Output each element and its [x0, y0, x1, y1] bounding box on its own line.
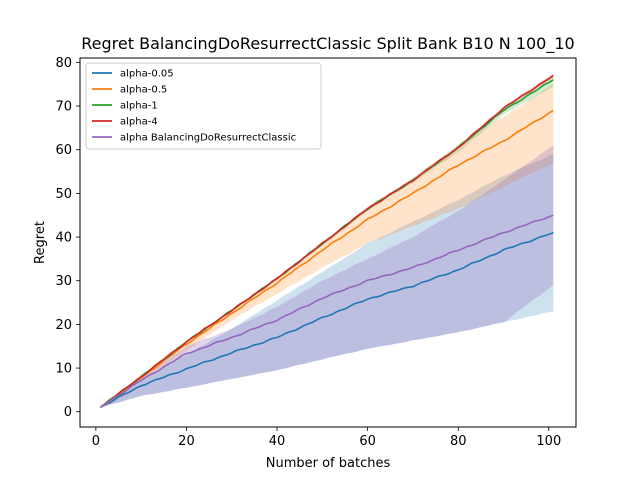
y-tick-label: 20: [55, 318, 72, 333]
y-tick-label: 50: [55, 187, 72, 202]
legend-label: alpha-0.5: [120, 85, 167, 96]
band-alpha-balancingdoresurrectclassic: [100, 145, 554, 408]
y-tick-label: 70: [55, 100, 72, 115]
line-alpha-0.05: [100, 231, 554, 409]
line-alpha-0.5: [99, 109, 554, 408]
y-axis-ticks: 0 10 20 30 40 50 60 70 80: [55, 56, 80, 420]
y-axis-title: Regret: [33, 221, 48, 264]
y-tick-label: 10: [55, 362, 72, 377]
line-alpha-balancingdoresurrectclassic: [99, 214, 554, 409]
x-axis-ticks: 0 20 40 60 80 100: [92, 427, 561, 449]
plot-frame: [79, 57, 577, 428]
legend-label: alpha-1: [120, 101, 158, 112]
y-tick-label: 0: [64, 405, 72, 420]
x-tick-label: 0: [92, 434, 100, 449]
band-alpha-1: [100, 75, 554, 408]
x-axis-title: Number of batches: [266, 456, 391, 471]
legend: alpha-0.05 alpha-0.5 alpha-1 alpha-4 alpha B…: [85, 62, 322, 150]
y-tick-label: 60: [55, 143, 72, 158]
series-lines: [99, 74, 554, 409]
y-tick-label: 30: [55, 274, 72, 289]
x-tick-label: 80: [450, 434, 467, 449]
chart-title: Regret BalancingDoResurrectClassic Split…: [81, 34, 574, 54]
x-tick-label: 100: [536, 434, 561, 449]
line-alpha-4: [99, 74, 554, 408]
legend-label: alpha-4: [120, 117, 158, 128]
legend-label: alpha-0.05: [120, 69, 174, 80]
band-alpha-0.5: [100, 84, 554, 408]
x-tick-label: 60: [359, 434, 376, 449]
y-tick-label: 80: [55, 56, 72, 71]
legend-label: alpha BalancingDoResurrectClassic: [120, 133, 296, 144]
x-tick-label: 40: [269, 434, 286, 449]
legend-box: [85, 62, 322, 150]
y-tick-label: 40: [55, 231, 72, 246]
x-tick-label: 20: [178, 434, 195, 449]
